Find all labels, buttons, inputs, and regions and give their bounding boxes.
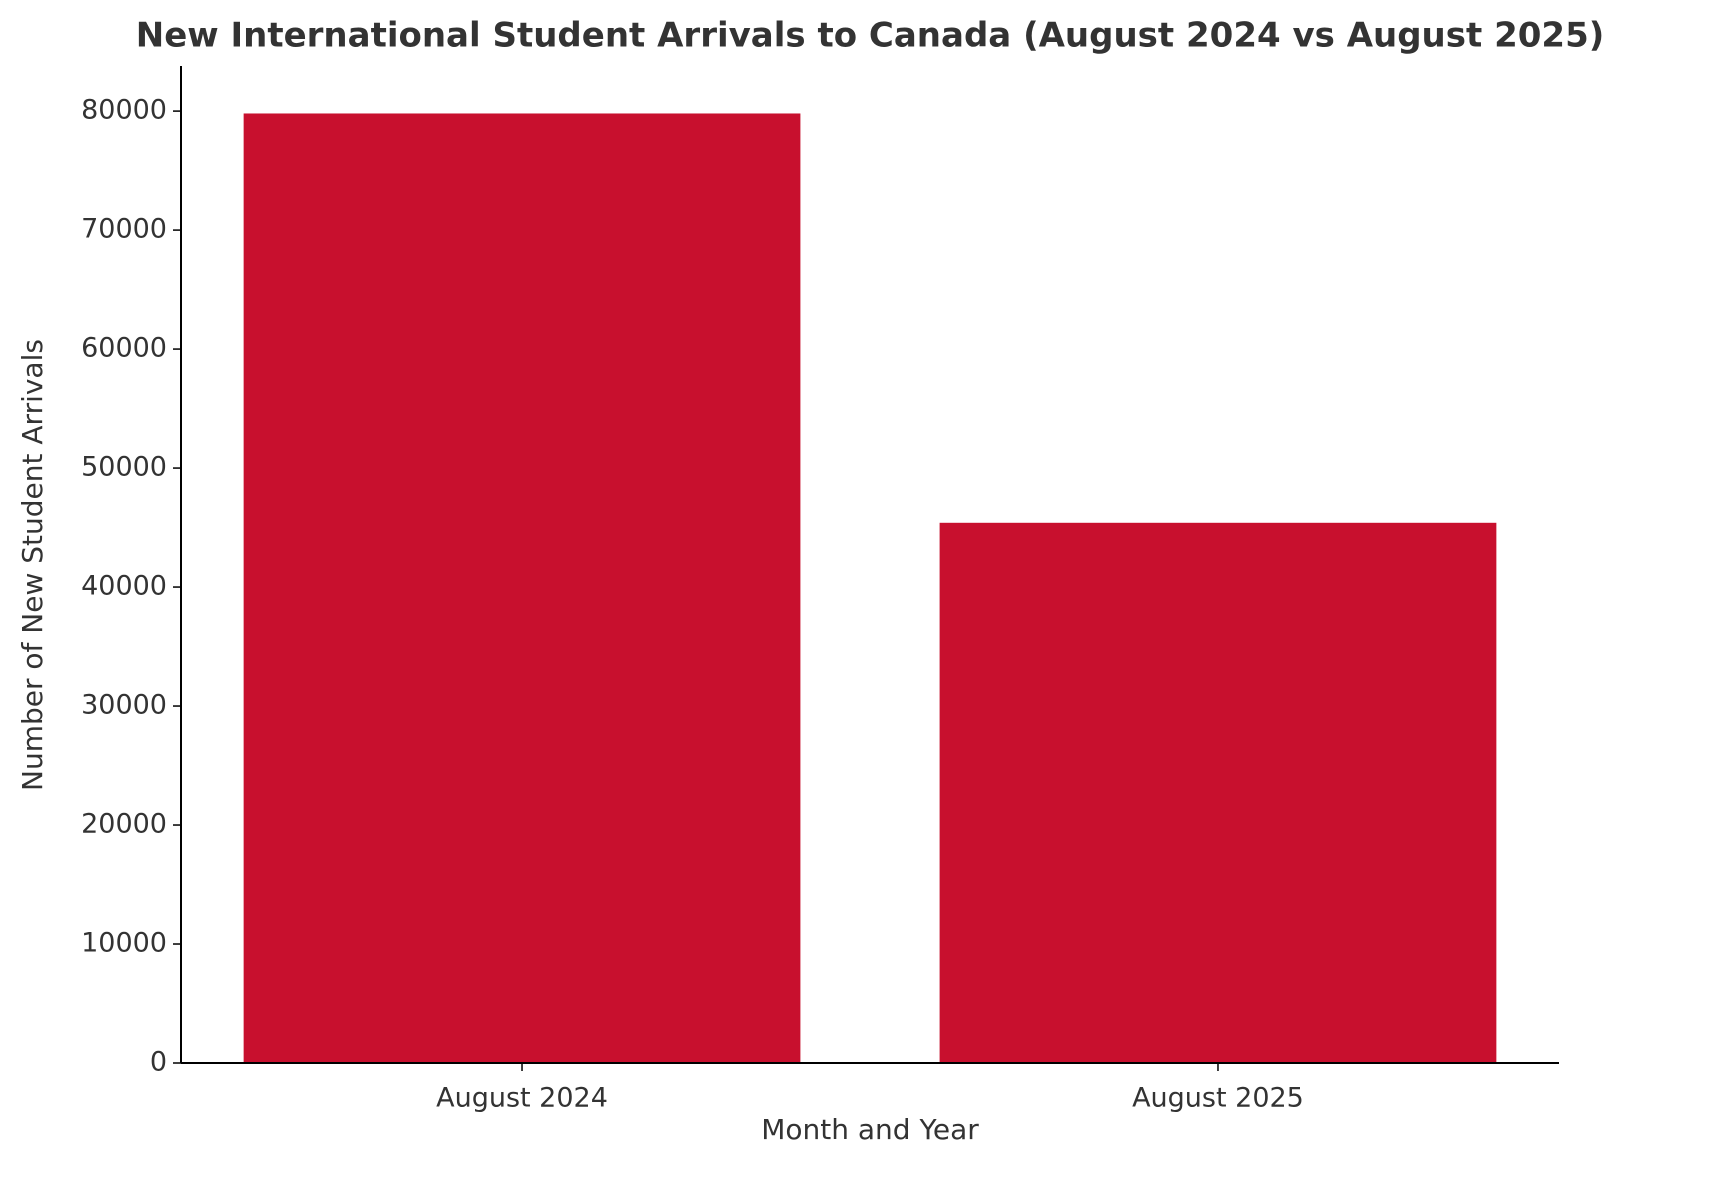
y-tick-label: 0 xyxy=(150,1047,167,1078)
y-axis-label: Number of New Student Arrivals xyxy=(16,339,49,791)
y-tick-label: 80000 xyxy=(81,95,167,126)
bar xyxy=(939,522,1497,1063)
y-tick-label: 20000 xyxy=(81,809,167,840)
y-tick-label: 40000 xyxy=(81,571,167,602)
chart-title: New International Student Arrivals to Ca… xyxy=(136,16,1605,56)
y-tick-label: 10000 xyxy=(81,928,167,959)
x-axis-label: Month and Year xyxy=(761,1113,979,1146)
y-tick-label: 50000 xyxy=(81,452,167,483)
x-tick-label: August 2024 xyxy=(436,1083,608,1114)
y-tick-label: 30000 xyxy=(81,690,167,721)
y-tick-label: 70000 xyxy=(81,214,167,245)
x-tick-label: August 2025 xyxy=(1132,1083,1304,1114)
y-tick-label: 60000 xyxy=(81,333,167,364)
bar xyxy=(243,113,801,1063)
